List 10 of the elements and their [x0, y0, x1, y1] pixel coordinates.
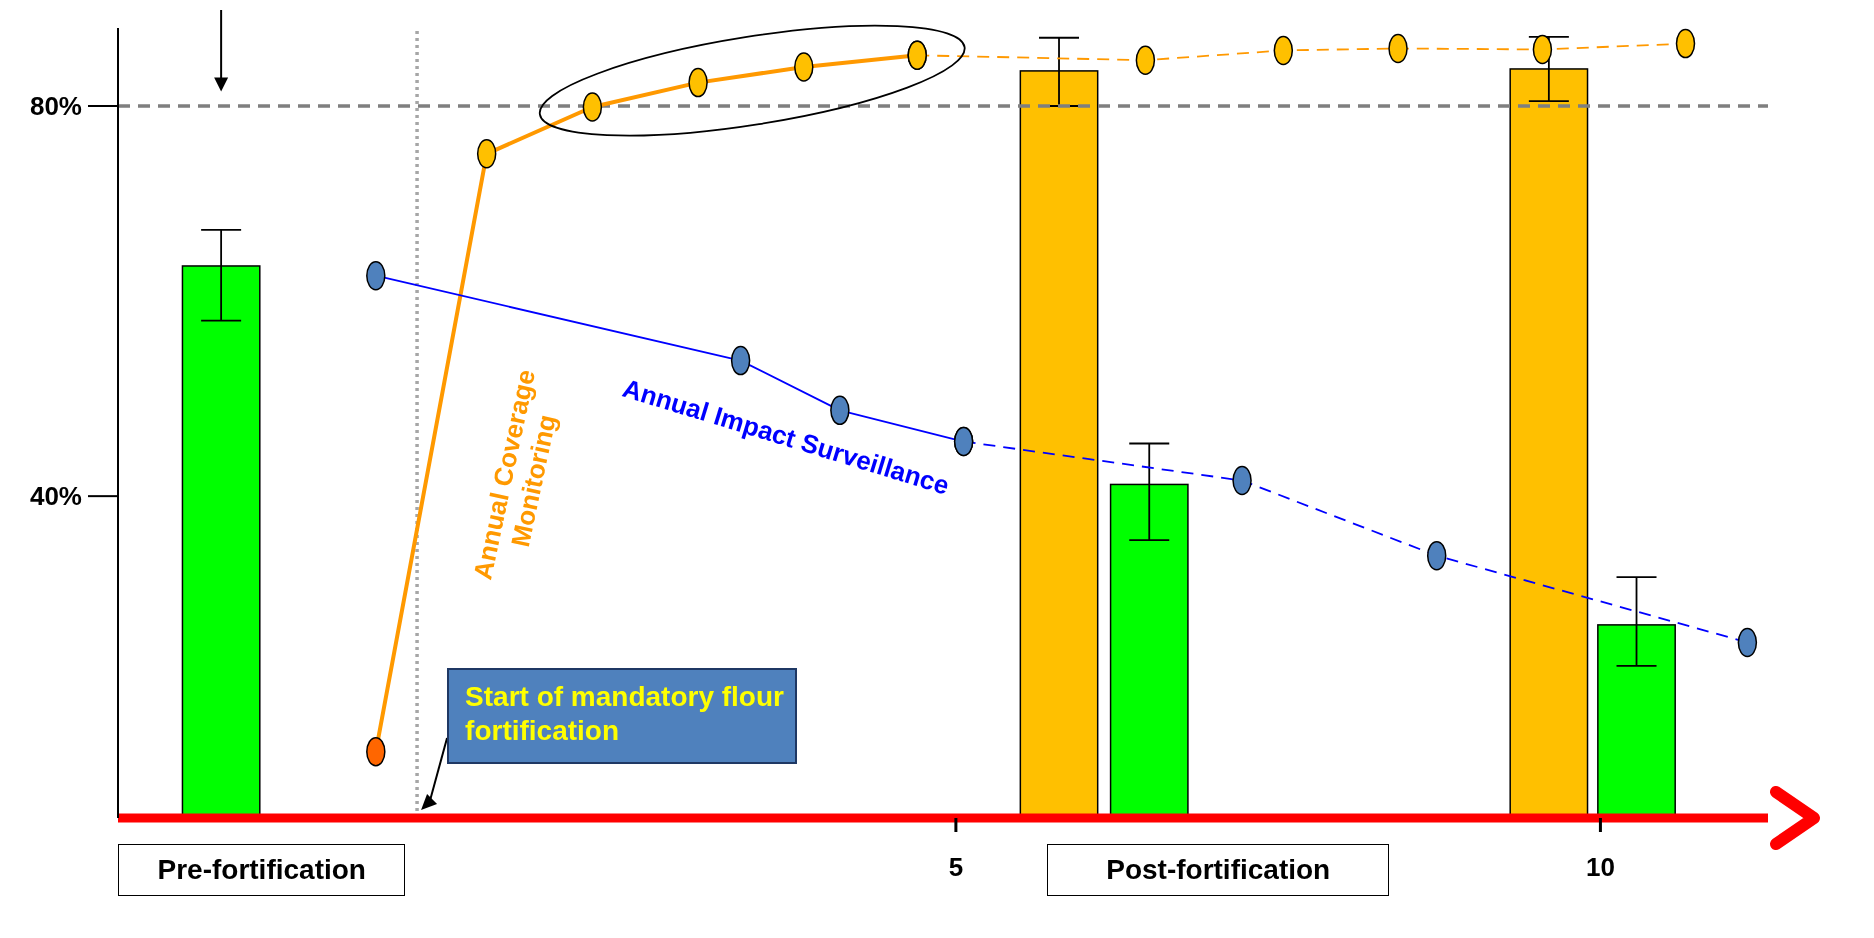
point — [1135, 45, 1156, 75]
point — [476, 139, 497, 169]
y-tick-label: 40% — [29, 481, 82, 512]
y-tick-label: 80% — [29, 91, 82, 122]
ref-line-label: Start of mandatory flour fortification — [465, 680, 785, 748]
text: Post-fortification — [1047, 844, 1389, 896]
text: Pre-fortification — [118, 844, 406, 896]
x-tick-label: 10 — [1585, 852, 1615, 882]
point — [582, 92, 603, 122]
x-tick-label: 5 — [948, 852, 964, 882]
